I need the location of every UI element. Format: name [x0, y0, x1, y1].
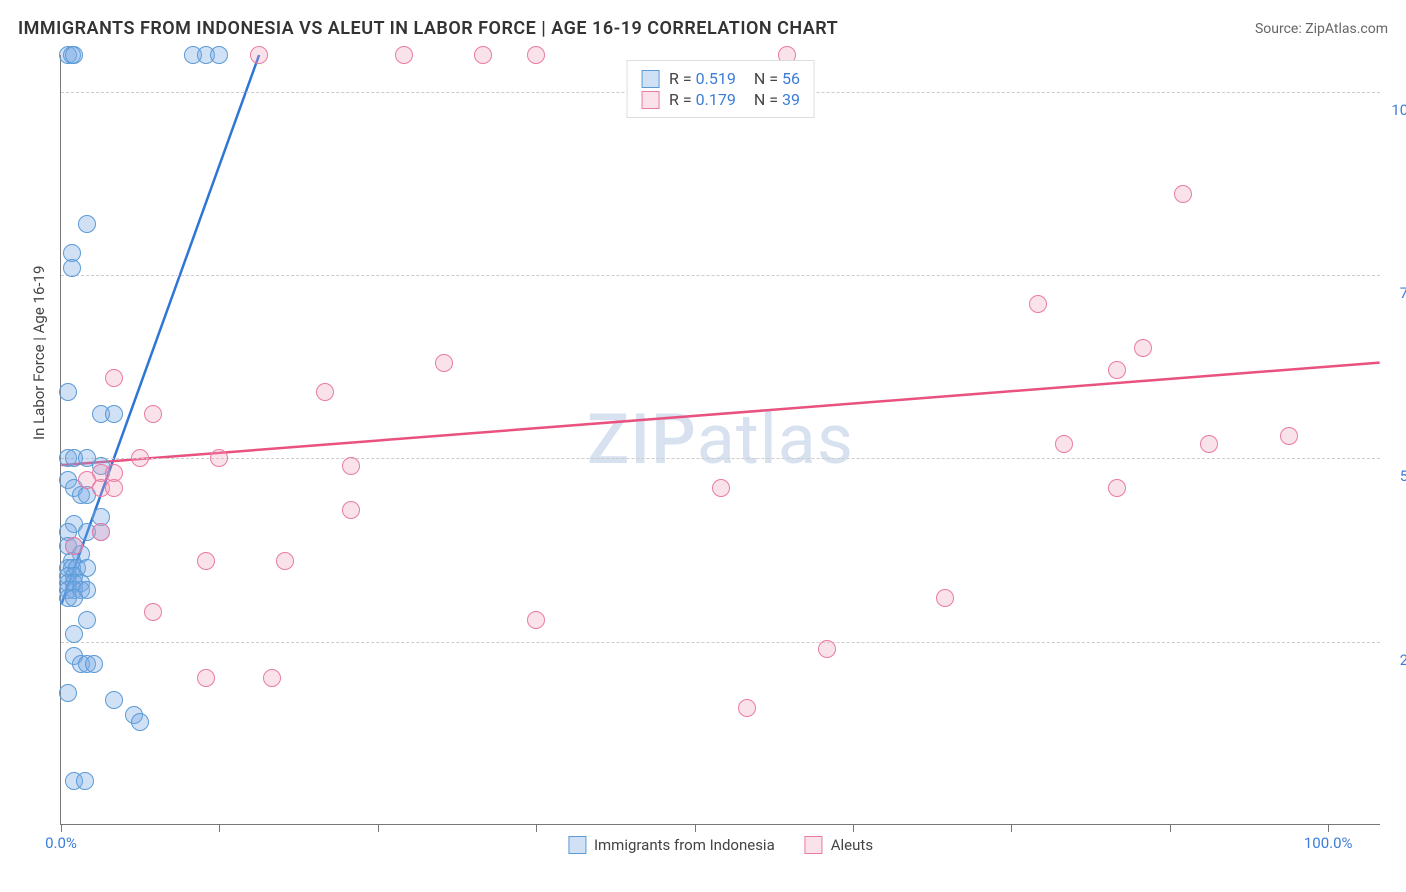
x-tick	[853, 824, 854, 832]
x-tick	[219, 824, 220, 832]
data-point	[78, 611, 96, 629]
y-tick-label: 100.0%	[1391, 101, 1406, 119]
data-point	[712, 479, 730, 497]
data-point	[1200, 435, 1218, 453]
legend-swatch	[641, 70, 659, 88]
legend-row: R = 0.519N = 56	[641, 69, 800, 88]
data-point	[1174, 185, 1192, 203]
data-point	[105, 691, 123, 709]
data-point	[85, 655, 103, 673]
legend-label: Aleuts	[831, 836, 873, 854]
data-point	[342, 501, 360, 519]
data-point	[210, 46, 228, 64]
data-point	[65, 625, 83, 643]
data-point	[1108, 361, 1126, 379]
data-point	[65, 46, 83, 64]
data-point	[144, 405, 162, 423]
data-point	[76, 772, 94, 790]
legend-item: Aleuts	[805, 836, 873, 854]
data-point	[63, 259, 81, 277]
trend-line	[61, 363, 1379, 466]
legend-row: R = 0.179N = 39	[641, 90, 800, 109]
legend-label: Immigrants from Indonesia	[594, 836, 775, 854]
x-tick-label: 100.0%	[1304, 834, 1353, 852]
x-tick	[61, 824, 62, 832]
x-tick	[1170, 824, 1171, 832]
data-point	[342, 457, 360, 475]
data-point	[65, 537, 83, 555]
data-point	[105, 369, 123, 387]
legend-swatch	[641, 91, 659, 109]
data-point	[92, 523, 110, 541]
data-point	[1029, 295, 1047, 313]
data-point	[59, 684, 77, 702]
source-attribution: Source: ZipAtlas.com	[1255, 21, 1388, 37]
data-point	[1134, 339, 1152, 357]
trend-line	[61, 55, 259, 604]
data-point	[105, 405, 123, 423]
x-tick	[378, 824, 379, 832]
y-tick-label: 75.0%	[1400, 284, 1406, 302]
data-point	[316, 383, 334, 401]
x-tick	[1011, 824, 1012, 832]
gridline-horizontal	[61, 458, 1380, 459]
data-point	[818, 640, 836, 658]
data-point	[78, 215, 96, 233]
data-point	[1280, 427, 1298, 445]
data-point	[936, 589, 954, 607]
data-point	[210, 449, 228, 467]
data-point	[395, 46, 413, 64]
trend-lines	[61, 55, 1380, 824]
data-point	[276, 552, 294, 570]
legend-item: Immigrants from Indonesia	[568, 836, 775, 854]
y-tick-label: 50.0%	[1400, 467, 1406, 485]
data-point	[105, 479, 123, 497]
data-point	[197, 552, 215, 570]
series-legend: Immigrants from Indonesia Aleuts	[568, 836, 873, 854]
data-point	[65, 589, 83, 607]
x-tick	[536, 824, 537, 832]
data-point	[131, 713, 149, 731]
plot-area: ZIPatlas 25.0%50.0%75.0%100.0%0.0%100.0%…	[60, 55, 1380, 825]
data-point	[738, 699, 756, 717]
correlation-legend: R = 0.519N = 56 R = 0.179N = 39	[626, 60, 815, 118]
data-point	[131, 449, 149, 467]
x-tick	[1328, 824, 1329, 832]
gridline-horizontal	[61, 642, 1380, 643]
y-axis-label: In Labor Force | Age 16-19	[30, 266, 48, 440]
data-point	[435, 354, 453, 372]
legend-swatch	[805, 836, 823, 854]
chart-title: IMMIGRANTS FROM INDONESIA VS ALEUT IN LA…	[18, 18, 838, 39]
y-tick-label: 25.0%	[1400, 651, 1406, 669]
data-point	[263, 669, 281, 687]
data-point	[474, 46, 492, 64]
data-point	[59, 383, 77, 401]
x-tick-label: 0.0%	[45, 834, 77, 852]
x-tick	[695, 824, 696, 832]
data-point	[250, 46, 268, 64]
gridline-horizontal	[61, 275, 1380, 276]
data-point	[1055, 435, 1073, 453]
legend-swatch	[568, 836, 586, 854]
data-point	[527, 611, 545, 629]
data-point	[197, 669, 215, 687]
data-point	[144, 603, 162, 621]
data-point	[527, 46, 545, 64]
data-point	[1108, 479, 1126, 497]
